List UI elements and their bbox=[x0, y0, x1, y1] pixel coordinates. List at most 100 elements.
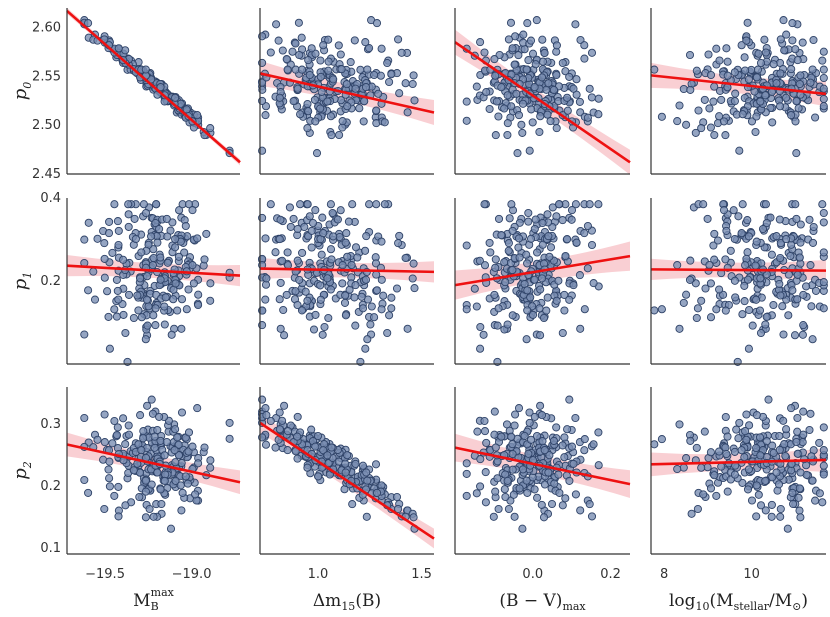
data-point bbox=[524, 217, 533, 226]
data-point bbox=[722, 449, 731, 459]
data-point bbox=[738, 110, 747, 119]
data-point bbox=[731, 89, 740, 98]
data-point bbox=[719, 206, 729, 215]
data-point bbox=[507, 102, 516, 111]
data-point bbox=[151, 304, 160, 313]
data-point bbox=[293, 224, 302, 234]
data-point bbox=[552, 70, 561, 80]
data-point bbox=[171, 243, 180, 252]
data-point bbox=[700, 95, 709, 104]
data-point bbox=[317, 87, 326, 96]
data-point bbox=[366, 320, 375, 329]
data-point bbox=[113, 217, 122, 226]
data-point bbox=[744, 465, 753, 474]
data-point bbox=[153, 468, 162, 477]
data-point bbox=[776, 69, 785, 78]
data-point bbox=[316, 72, 325, 81]
data-point bbox=[740, 53, 749, 62]
data-point bbox=[517, 120, 526, 129]
data-point bbox=[546, 117, 555, 126]
data-point bbox=[738, 310, 747, 319]
regression-line bbox=[66, 264, 241, 277]
data-point bbox=[703, 214, 712, 223]
data-point bbox=[491, 263, 500, 272]
data-point bbox=[545, 451, 554, 460]
data-point bbox=[394, 504, 403, 514]
data-point bbox=[549, 436, 558, 445]
data-point bbox=[710, 255, 719, 264]
data-point bbox=[341, 238, 350, 247]
data-point bbox=[682, 290, 691, 299]
data-point bbox=[818, 56, 827, 65]
data-point bbox=[279, 305, 288, 315]
data-point bbox=[337, 65, 346, 74]
data-point bbox=[489, 512, 498, 521]
data-point bbox=[365, 200, 374, 209]
data-point bbox=[163, 232, 172, 241]
data-point bbox=[587, 93, 596, 102]
data-point bbox=[285, 203, 294, 212]
data-point bbox=[280, 331, 289, 340]
data-point bbox=[100, 254, 109, 263]
data-point bbox=[361, 275, 371, 284]
data-point bbox=[319, 446, 328, 455]
data-point bbox=[124, 421, 133, 430]
data-point bbox=[673, 261, 682, 270]
data-point bbox=[177, 295, 187, 304]
data-point bbox=[462, 116, 471, 125]
data-point bbox=[719, 117, 729, 126]
data-point bbox=[271, 443, 280, 452]
data-point bbox=[490, 430, 499, 439]
data-point bbox=[304, 56, 313, 65]
data-point bbox=[809, 222, 818, 232]
data-point bbox=[751, 261, 760, 270]
data-point bbox=[650, 306, 659, 315]
data-point bbox=[563, 106, 572, 115]
data-point bbox=[156, 83, 165, 92]
data-point bbox=[479, 330, 488, 339]
data-point bbox=[709, 97, 718, 106]
data-point bbox=[719, 290, 728, 299]
data-point bbox=[811, 286, 821, 295]
data-point bbox=[329, 232, 338, 241]
data-point bbox=[200, 443, 209, 452]
data-point bbox=[560, 433, 569, 442]
data-point bbox=[506, 18, 516, 27]
data-point bbox=[706, 70, 716, 80]
data-point bbox=[494, 214, 504, 223]
data-point bbox=[504, 504, 513, 514]
data-point bbox=[188, 206, 197, 215]
y-tick-label: 0.2 bbox=[40, 479, 61, 494]
data-point bbox=[184, 200, 194, 209]
data-point bbox=[327, 131, 336, 140]
data-point bbox=[475, 256, 484, 265]
data-point bbox=[161, 293, 170, 302]
data-point bbox=[539, 513, 549, 522]
data-point bbox=[561, 494, 570, 503]
data-point bbox=[189, 279, 198, 288]
data-point bbox=[685, 275, 695, 284]
data-point bbox=[358, 461, 368, 470]
data-point bbox=[193, 234, 202, 243]
data-point bbox=[308, 218, 318, 228]
data-point bbox=[149, 512, 158, 521]
data-point bbox=[710, 130, 719, 140]
data-point bbox=[524, 449, 533, 458]
data-point bbox=[271, 248, 280, 257]
data-point bbox=[480, 427, 490, 436]
data-point bbox=[276, 215, 285, 224]
data-point bbox=[741, 427, 750, 436]
data-point bbox=[395, 231, 404, 240]
data-point bbox=[181, 221, 190, 231]
x-tick-label: 0.0 bbox=[522, 567, 543, 582]
data-point bbox=[262, 411, 271, 420]
data-point bbox=[289, 97, 298, 106]
data-point bbox=[792, 149, 801, 158]
data-point bbox=[166, 524, 176, 533]
data-point bbox=[193, 404, 202, 413]
data-point bbox=[514, 234, 524, 243]
data-point bbox=[515, 218, 524, 227]
data-point bbox=[336, 206, 345, 215]
data-point bbox=[692, 313, 701, 323]
data-point bbox=[276, 278, 285, 287]
